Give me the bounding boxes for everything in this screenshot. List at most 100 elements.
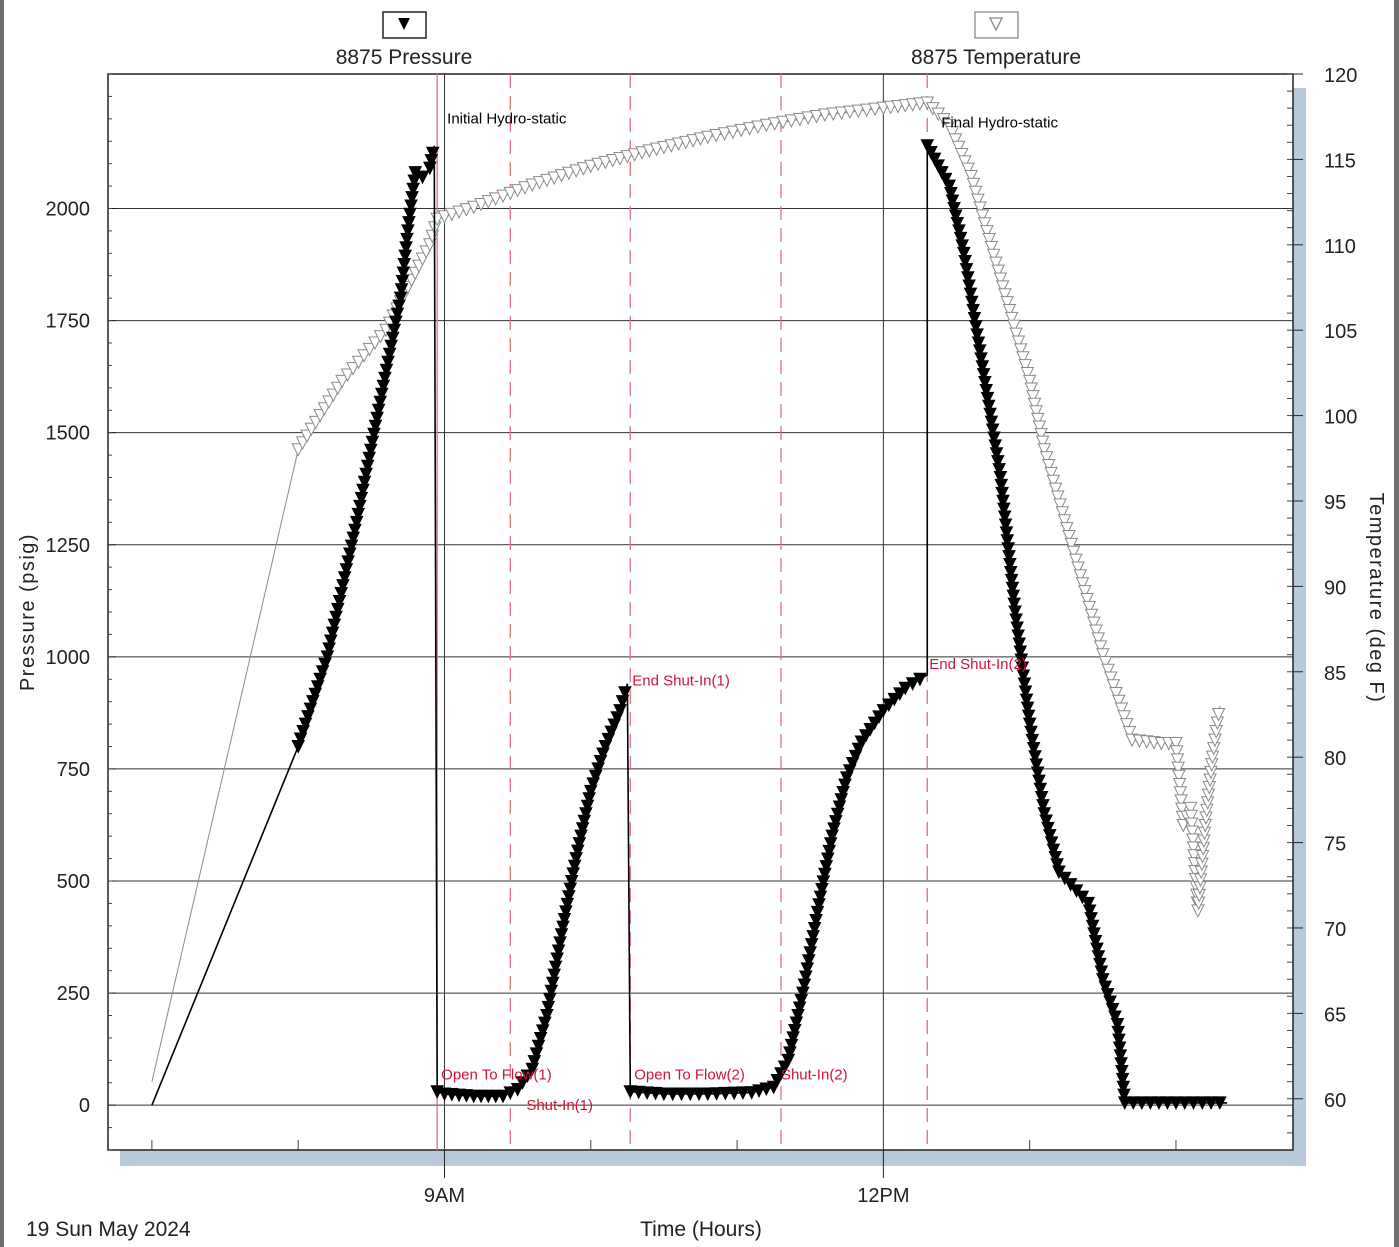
right-axis: 60 65 70 75 80 85 90 95 100 105 110 115 120 xyxy=(1287,65,1357,1134)
series-marker xyxy=(984,415,999,430)
series-marker xyxy=(1033,782,1048,797)
x-axis: 9AM 12PM xyxy=(151,1140,1177,1207)
series-marker xyxy=(415,170,430,185)
series-marker xyxy=(961,271,975,285)
series-marker xyxy=(1025,733,1040,748)
series-marker xyxy=(994,478,1009,493)
series-marker xyxy=(982,233,996,247)
series-marker xyxy=(993,272,1008,287)
series-marker xyxy=(488,192,503,207)
series-marker xyxy=(1041,459,1056,473)
series-marker xyxy=(784,114,799,128)
series-marker xyxy=(736,1086,750,1100)
series-marker xyxy=(998,518,1013,533)
series-marker xyxy=(1103,995,1117,1010)
series-marker xyxy=(1211,707,1226,722)
series-marker xyxy=(1117,1096,1132,1111)
y-right-tick-label: 85 xyxy=(1324,663,1346,685)
series-marker xyxy=(948,133,963,147)
pressure-temperature-chart: 0 250 500 750 1000 1250 1500 1750 2000 60 65 70 75 8… xyxy=(17,11,1387,1241)
series-marker xyxy=(496,189,510,204)
series-marker xyxy=(1046,843,1061,858)
series-marker xyxy=(1204,1096,1218,1111)
series-marker xyxy=(945,126,960,140)
legend-item-pressure[interactable]: 8875 Pressure xyxy=(336,11,473,69)
left-axis: 0 250 500 750 1000 1250 1500 1750 2000 xyxy=(46,73,116,1151)
y-right-tick-label: 120 xyxy=(1324,65,1357,87)
series-marker xyxy=(726,125,740,140)
series-marker xyxy=(983,407,997,422)
series-marker xyxy=(1001,542,1015,556)
series-marker xyxy=(1186,833,1200,848)
series-marker xyxy=(1169,1096,1183,1111)
series-marker xyxy=(1037,443,1052,457)
series-marker xyxy=(642,144,657,158)
series-marker xyxy=(1098,655,1113,670)
series-marker xyxy=(664,139,679,153)
series-marker xyxy=(1016,669,1031,684)
series-marker xyxy=(640,1086,654,1100)
series-marker xyxy=(973,201,987,216)
series-marker xyxy=(1082,600,1097,615)
series-marker xyxy=(962,279,976,294)
series-marker xyxy=(1109,687,1123,701)
series-marker xyxy=(1036,799,1050,813)
series-marker xyxy=(966,303,980,318)
series-marker xyxy=(1048,482,1063,497)
series-marker xyxy=(709,1087,724,1101)
series-marker xyxy=(995,486,1009,501)
series-marker xyxy=(605,153,620,168)
series-marker xyxy=(496,1089,510,1104)
series-marker xyxy=(1094,965,1109,980)
series-pressure xyxy=(151,139,1228,1111)
series-marker xyxy=(979,383,994,398)
legend-item-temperature[interactable]: 8875 Temperature xyxy=(911,11,1081,69)
series-marker xyxy=(1026,390,1040,404)
y-left-tick-label: 250 xyxy=(57,983,90,1005)
y-right-tick-label: 60 xyxy=(1324,1090,1346,1112)
series-marker xyxy=(1005,581,1020,596)
series-marker xyxy=(1173,786,1188,800)
series-marker xyxy=(674,1087,689,1102)
series-marker xyxy=(1143,1096,1158,1111)
series-marker xyxy=(1019,693,1034,708)
series-marker xyxy=(948,209,963,224)
series-marker xyxy=(1069,553,1083,568)
series-marker xyxy=(1087,927,1101,942)
series-marker xyxy=(945,194,960,209)
series-marker xyxy=(1112,1033,1126,1048)
annotation-label: Open To Flow(1) xyxy=(441,1067,552,1084)
series-marker xyxy=(1039,451,1054,465)
series-marker xyxy=(1175,802,1189,817)
series-marker xyxy=(1002,303,1017,318)
series-marker xyxy=(898,681,913,696)
series-marker xyxy=(742,122,757,136)
series-marker xyxy=(967,312,982,326)
series-marker xyxy=(1184,809,1198,824)
series-marker xyxy=(1048,850,1063,865)
series-marker xyxy=(1100,988,1115,1002)
series-marker xyxy=(1187,849,1201,863)
series-marker xyxy=(801,111,815,126)
y-left-tick-label: 1250 xyxy=(46,535,91,557)
y-left-tick-label: 500 xyxy=(57,871,90,893)
legend: 8875 Pressure 8875 Temperature xyxy=(336,11,1081,69)
series-marker xyxy=(1046,474,1061,489)
series-marker xyxy=(532,176,547,190)
series-marker xyxy=(977,217,992,231)
series-marker xyxy=(1115,1065,1129,1079)
series-marker xyxy=(679,135,693,150)
series-marker xyxy=(1024,382,1039,397)
y-left-tick-label: 1500 xyxy=(46,423,91,445)
series-marker xyxy=(971,193,985,208)
series-temperature xyxy=(151,96,1226,1082)
series-marker xyxy=(1030,412,1045,427)
series-marker xyxy=(701,130,715,145)
series-marker xyxy=(734,123,749,138)
series-marker xyxy=(942,179,957,194)
series-marker xyxy=(893,687,907,701)
y-right-axis-title: Temperature (deg F) xyxy=(1365,493,1387,704)
y-right-tick-label: 80 xyxy=(1324,748,1346,770)
series-marker xyxy=(510,184,525,198)
series-marker xyxy=(583,159,598,174)
